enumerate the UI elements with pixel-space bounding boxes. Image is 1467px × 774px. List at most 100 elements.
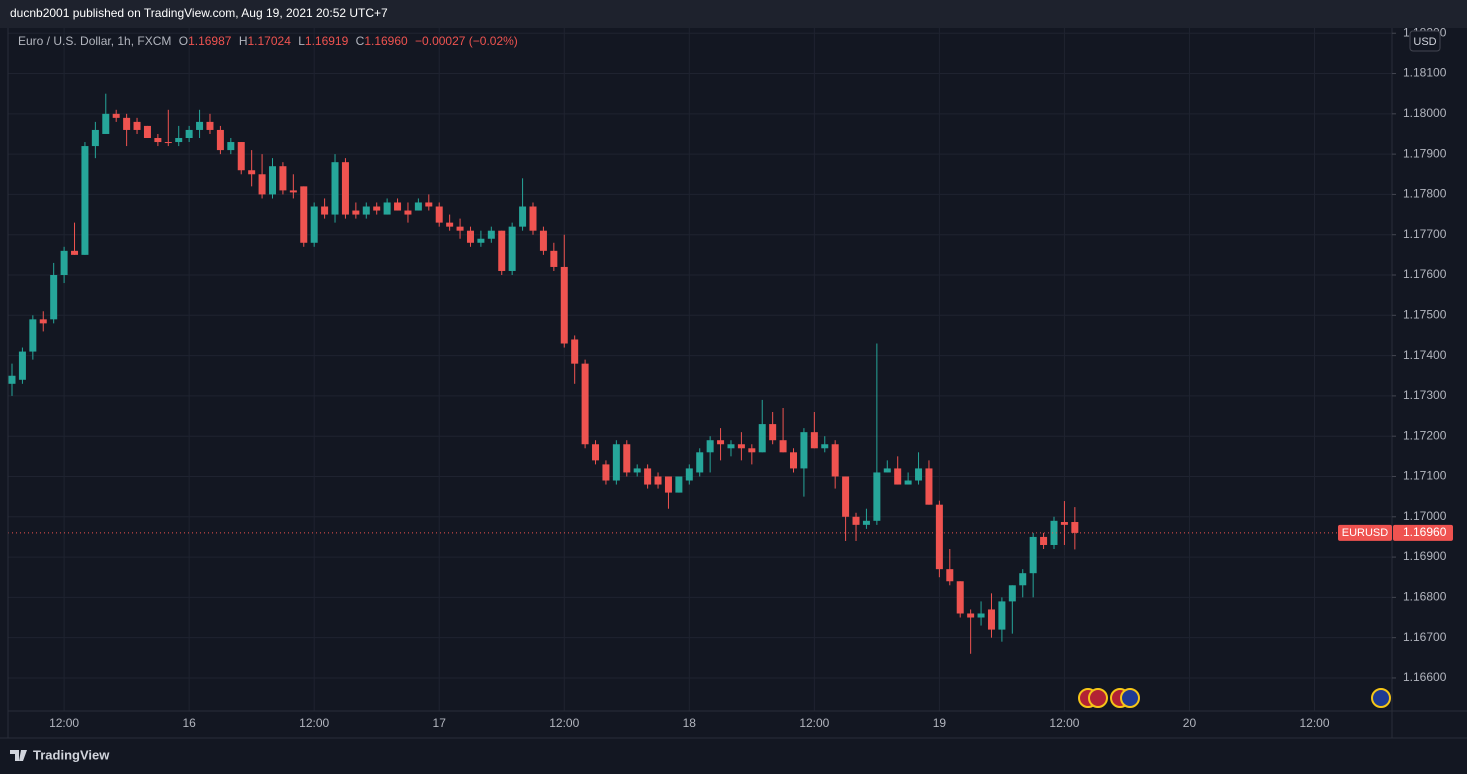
symbol-title: Euro / U.S. Dollar, 1h, FXCM (18, 34, 171, 48)
candle-body (310, 206, 318, 243)
plot (8, 93, 1392, 654)
last-price-label: 1.16960 (1403, 525, 1447, 539)
candle-body (696, 452, 704, 473)
candle-body (383, 202, 391, 215)
candle-body (91, 129, 99, 147)
x-tick-label: 12:00 (1049, 716, 1079, 730)
y-tick-label: 1.17500 (1403, 307, 1447, 321)
candle-body (956, 581, 964, 614)
currency-box (1409, 30, 1441, 52)
candle-body (987, 609, 995, 630)
symbol-label: EURUSD (1342, 527, 1389, 539)
legend-change: −0.00027 (−0.02%) (415, 34, 518, 48)
candle-body (1040, 536, 1048, 545)
legend-value: 1.16960 (364, 34, 408, 48)
y-tick-label: 1.18100 (1403, 66, 1447, 80)
candle-body (143, 125, 151, 139)
y-tick-label: 1.16600 (1403, 670, 1447, 684)
candle-body (175, 138, 183, 143)
x-tick-label: 12:00 (49, 716, 79, 730)
candle-body (60, 250, 68, 276)
candle-body (477, 238, 485, 243)
candle-body (539, 230, 547, 251)
event-icons (1078, 688, 1391, 708)
event-icon (1088, 688, 1108, 708)
y-tick-label: 1.16900 (1403, 549, 1447, 563)
candle-body (466, 230, 474, 243)
y-tick-label: 1.18000 (1403, 106, 1447, 120)
currency: USD (1413, 36, 1436, 48)
x-tick-label: 12:00 (1299, 716, 1329, 730)
candle-body (571, 339, 579, 364)
candle-body (758, 424, 766, 453)
candle-body (967, 613, 975, 618)
legend-label: L (298, 34, 305, 48)
symbol-label-box (1338, 524, 1392, 541)
candle-body (852, 516, 860, 525)
candle-body (946, 569, 954, 582)
y-tick-label: 1.17400 (1403, 348, 1447, 362)
legend-label: C (356, 34, 365, 48)
candle-body (102, 113, 110, 134)
candle-body (404, 210, 412, 215)
candle-body (800, 432, 808, 469)
y-tick-label: 1.16800 (1403, 590, 1447, 604)
y-tick-label: 1.17600 (1403, 267, 1447, 281)
candle-body (425, 202, 433, 207)
candle-body (341, 162, 349, 215)
candle-body (1019, 573, 1027, 586)
candle-body (498, 230, 506, 271)
candle-body (623, 444, 631, 473)
candle-body (529, 206, 537, 231)
candle-body (581, 363, 589, 445)
top-bar (0, 0, 1467, 28)
logo (10, 750, 27, 761)
candle-body (331, 162, 339, 215)
candle-body (227, 142, 235, 151)
candle-body (977, 613, 985, 618)
legend-value: 1.16987 (188, 34, 232, 48)
candle-body (706, 440, 714, 453)
candle-body (321, 206, 329, 215)
candle-body (258, 174, 266, 195)
candle-body (164, 142, 172, 144)
x-tick-label: 19 (933, 716, 947, 730)
candle-body (394, 202, 402, 211)
candle-body (831, 444, 839, 477)
y-tick-label: 1.17200 (1403, 428, 1447, 442)
x-tick-label: 12:00 (299, 716, 329, 730)
legend-value: 1.17024 (247, 34, 291, 48)
candle-body (560, 266, 568, 344)
candle-body (279, 166, 287, 191)
candle-body (352, 210, 360, 215)
y-axis: 1.16600 1.16700 1.16800 1.16900 1.17000 1.171… (49, 25, 1453, 730)
candle-body (675, 476, 683, 493)
candle-body (435, 206, 443, 223)
y-tick-label: 1.17100 (1403, 469, 1447, 483)
candle-body (602, 464, 610, 481)
legend-label: O (179, 34, 188, 48)
candle-body (612, 444, 620, 481)
y-tick-label: 1.17000 (1403, 509, 1447, 523)
x-tick-label: 12:00 (549, 716, 579, 730)
candle-body (29, 319, 37, 352)
candle-body (519, 206, 527, 227)
candle-body (508, 226, 516, 271)
candle-body (769, 424, 777, 441)
candle-body (456, 226, 464, 231)
candle-body (883, 468, 891, 473)
candle-body (300, 186, 308, 243)
candle-body (862, 520, 870, 525)
candle-body (185, 129, 193, 139)
candle-body (904, 480, 912, 485)
candle-body (1008, 585, 1016, 602)
y-tick-label: 1.17700 (1403, 227, 1447, 241)
candle-body (737, 444, 745, 449)
candle-body (685, 468, 693, 481)
grid (8, 28, 1392, 711)
candle-body (717, 440, 725, 445)
candle-body (810, 432, 818, 449)
candle-body (237, 142, 245, 171)
candle-body (935, 504, 943, 570)
